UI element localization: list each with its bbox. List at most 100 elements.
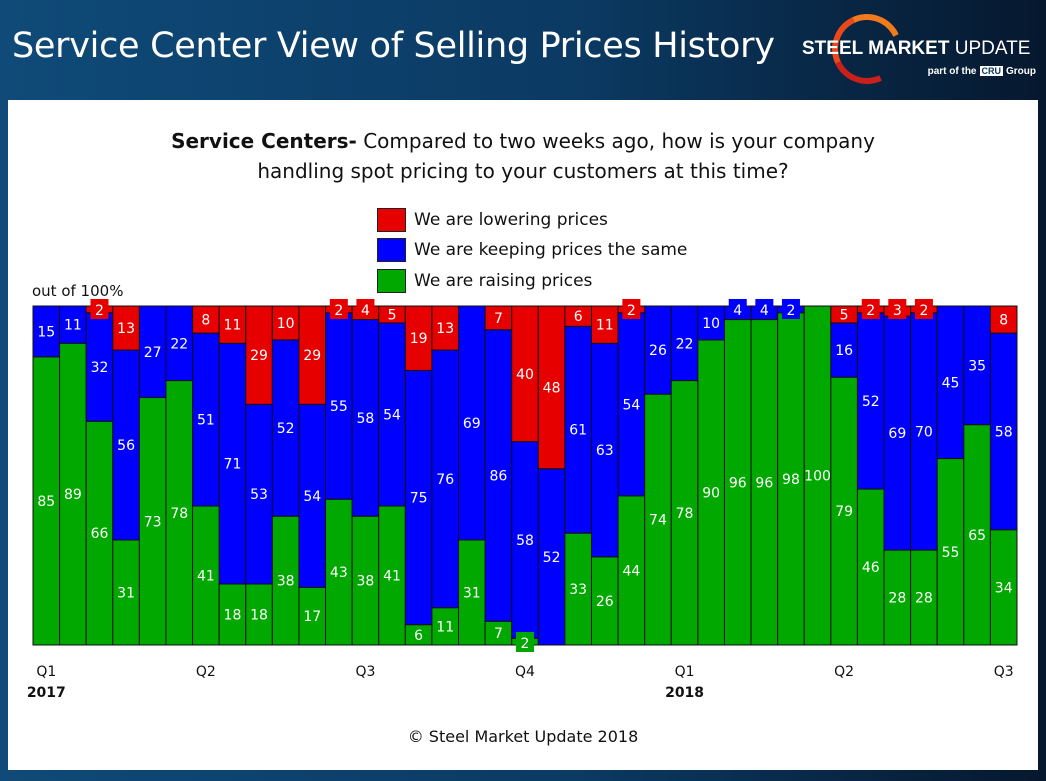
data-label-raising: 6 — [414, 628, 423, 644]
data-label-raising: 31 — [463, 585, 481, 601]
data-label-badge-lowering — [861, 299, 880, 319]
bar-same — [351, 319, 380, 517]
data-label-raising: 66 — [91, 526, 109, 542]
data-label-same: 54 — [622, 397, 640, 413]
data-label-lowering: 3 — [893, 303, 902, 319]
bar-same — [138, 305, 167, 399]
copyright: © Steel Market Update 2018 — [407, 727, 639, 746]
bar-same — [165, 305, 194, 382]
data-label-same: 22 — [170, 336, 188, 352]
data-label-same: 58 — [995, 424, 1013, 440]
bar-lowering — [245, 305, 273, 405]
data-label-same: 53 — [250, 487, 268, 503]
data-label-raising: 89 — [64, 487, 82, 503]
data-label-raising: 28 — [915, 591, 933, 607]
legend-item-lowering: We are lowering prices — [377, 207, 608, 233]
data-label-raising: 38 — [357, 574, 375, 590]
bar-same — [404, 369, 433, 626]
x-tick-label: Q2 — [196, 664, 216, 680]
bar-lowering — [192, 305, 220, 334]
data-label-same: 10 — [702, 316, 720, 332]
data-label-same: 26 — [649, 343, 667, 359]
data-label-same: 76 — [436, 472, 454, 488]
data-label-same: 32 — [91, 360, 109, 376]
bar-same — [564, 325, 592, 534]
logo-text: STEEL MARKET UPDATE — [802, 38, 1031, 59]
data-label-raising: 65 — [968, 528, 986, 544]
bar-same — [883, 315, 912, 551]
bar-raising — [803, 305, 832, 646]
x-tick-label: Q3 — [355, 664, 375, 680]
bar-same — [32, 305, 61, 358]
data-label-lowering: 11 — [596, 318, 614, 334]
question-bold: Service Centers- — [171, 129, 357, 153]
data-label-same: 69 — [888, 426, 906, 442]
data-label-lowering: 19 — [410, 331, 428, 347]
x-tick-label: Q3 — [994, 664, 1014, 680]
logo-subtext: part of the CRU Group — [927, 66, 1036, 77]
bar-same — [617, 312, 646, 497]
data-label-same: 54 — [303, 489, 321, 505]
data-label-lowering: 2 — [919, 303, 928, 319]
data-label-raising: 11 — [436, 619, 454, 635]
data-label-same: 75 — [410, 491, 428, 507]
data-label-lowering: 48 — [543, 380, 561, 396]
data-label-lowering: 29 — [250, 348, 268, 364]
bar-raising — [750, 319, 779, 646]
data-label-raising: 98 — [782, 472, 800, 488]
data-label-same: 2 — [786, 303, 795, 319]
data-label-same: 55 — [330, 399, 348, 415]
bar-lowering — [271, 305, 300, 341]
bar-raising — [165, 380, 194, 646]
data-label-badge-lowering — [914, 299, 933, 319]
data-label-lowering: 40 — [516, 367, 534, 383]
data-label-raising: 31 — [117, 585, 135, 601]
data-label-lowering: 5 — [388, 307, 397, 323]
data-label-lowering: 8 — [999, 313, 1008, 329]
data-label-badge-lowering — [329, 299, 348, 319]
data-label-same: 16 — [835, 343, 853, 359]
data-label-badge-lowering — [888, 299, 907, 319]
bar-raising — [617, 495, 646, 646]
bar-same — [484, 329, 513, 622]
data-label-lowering: 13 — [436, 321, 454, 337]
bar-lowering — [989, 305, 1018, 334]
bar-same — [458, 305, 486, 541]
data-label-lowering: 11 — [224, 318, 242, 334]
bar-same — [245, 403, 273, 585]
bar-same — [670, 305, 699, 382]
bar-raising — [564, 532, 592, 646]
bar-raising — [989, 529, 1018, 646]
bar-raising — [351, 515, 380, 646]
data-label-raising: 18 — [224, 607, 242, 623]
bar-same — [963, 305, 991, 426]
bar-raising — [32, 356, 61, 646]
bar-lowering — [537, 305, 566, 470]
data-label-raising: 18 — [250, 607, 268, 623]
x-tick-label: Q1 — [675, 664, 695, 680]
x-tick-label: Q4 — [515, 664, 535, 680]
question-line2: handling spot pricing to your customers … — [257, 159, 789, 183]
data-label-raising: 78 — [170, 506, 188, 522]
data-label-same: 52 — [277, 421, 295, 437]
x-year-label: 2017 — [27, 685, 66, 701]
bar-raising — [112, 539, 140, 646]
data-label-raising: 100 — [804, 469, 831, 485]
legend-swatch-red — [377, 208, 406, 232]
data-label-raising: 28 — [888, 591, 906, 607]
bar-raising — [378, 505, 406, 646]
bar-raising — [325, 498, 353, 646]
data-label-same: 52 — [862, 394, 880, 410]
data-label-same: 35 — [968, 358, 986, 374]
data-label-same: 52 — [543, 550, 561, 566]
bar-raising — [910, 549, 938, 646]
y-axis-label: out of 100% — [32, 282, 124, 300]
bar-lowering — [404, 305, 433, 371]
data-label-same: 11 — [64, 318, 82, 334]
bar-same — [989, 332, 1018, 531]
data-label-raising: 26 — [596, 594, 614, 610]
data-label-raising: 38 — [277, 574, 295, 590]
bar-same — [856, 312, 885, 490]
bar-raising — [963, 424, 991, 646]
data-label-same: 4 — [733, 303, 742, 319]
